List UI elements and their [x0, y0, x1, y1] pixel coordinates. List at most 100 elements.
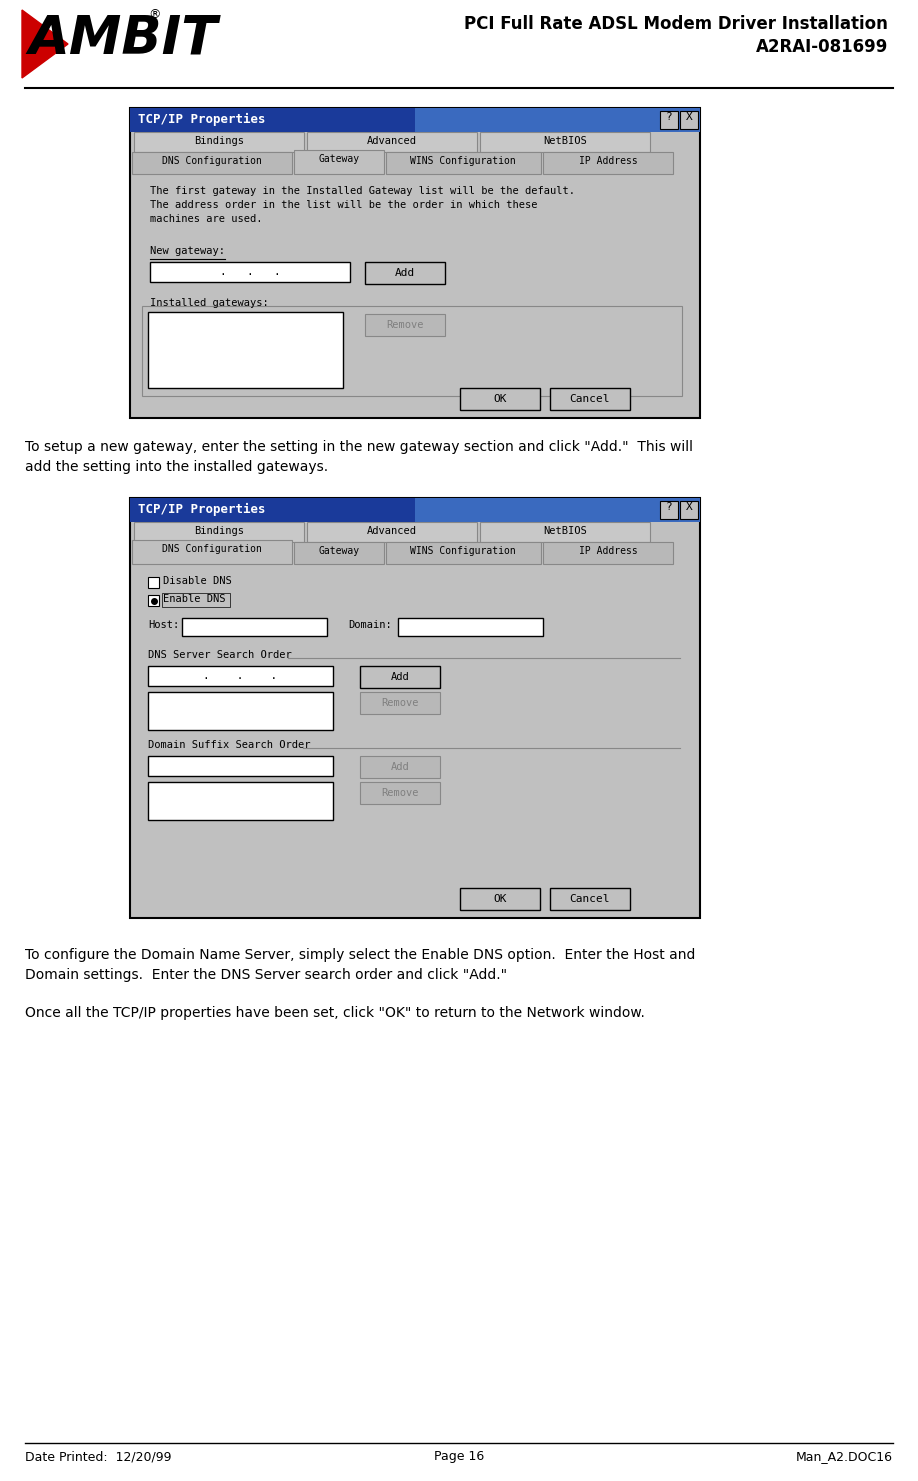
Bar [130, 498, 700, 521]
Text: Gateway: Gateway [319, 154, 360, 164]
Text: Date Printed:  12/20/99: Date Printed: 12/20/99 [25, 1450, 172, 1463]
Bar [130, 498, 700, 918]
Bar [294, 150, 384, 173]
Bar [386, 542, 541, 564]
Text: To setup a new gateway, enter the setting in the new gateway section and click ": To setup a new gateway, enter the settin… [25, 440, 693, 455]
Text: PCI Full Rate ADSL Modem Driver Installation: PCI Full Rate ADSL Modem Driver Installa… [465, 15, 888, 33]
Text: New gateway:: New gateway: [150, 246, 225, 256]
Text: ®: ® [148, 7, 161, 21]
Bar [480, 132, 650, 153]
Text: Man_A2.DOC16: Man_A2.DOC16 [796, 1450, 893, 1463]
Bar [365, 262, 445, 284]
Bar [460, 388, 540, 410]
Bar [150, 262, 350, 281]
Bar [415, 108, 700, 132]
Bar [680, 501, 698, 518]
Bar [398, 618, 543, 635]
Text: OK: OK [493, 895, 507, 903]
Bar [543, 153, 673, 173]
Polygon shape [22, 10, 68, 78]
Text: .    .    .: . . . [203, 671, 277, 681]
Bar [550, 889, 630, 909]
Bar [148, 755, 333, 776]
Bar [162, 592, 230, 607]
Text: ?: ? [666, 113, 672, 121]
Bar [132, 153, 292, 173]
Text: Bindings: Bindings [194, 526, 244, 536]
Text: Disable DNS: Disable DNS [163, 576, 231, 586]
Text: Domain settings.  Enter the DNS Server search order and click "Add.": Domain settings. Enter the DNS Server se… [25, 969, 507, 982]
Text: Cancel: Cancel [570, 394, 610, 404]
Bar [415, 498, 700, 521]
Bar [680, 111, 698, 129]
Text: AMBIT: AMBIT [28, 12, 218, 64]
Text: OK: OK [493, 394, 507, 404]
Text: Add: Add [391, 763, 409, 772]
Bar [134, 132, 304, 153]
Text: Gateway: Gateway [319, 546, 360, 555]
Bar [550, 388, 630, 410]
Text: X: X [686, 502, 692, 512]
Bar [660, 111, 678, 129]
Text: IP Address: IP Address [578, 156, 637, 166]
Text: X: X [686, 113, 692, 121]
Bar [480, 521, 650, 542]
Text: Remove: Remove [381, 788, 419, 798]
Text: machines are used.: machines are used. [150, 213, 263, 224]
Text: The first gateway in the Installed Gateway list will be the default.: The first gateway in the Installed Gatew… [150, 187, 575, 195]
Bar [460, 889, 540, 909]
Text: Add: Add [391, 672, 409, 681]
Bar [148, 666, 333, 686]
Bar [386, 153, 541, 173]
Text: add the setting into the installed gateways.: add the setting into the installed gatew… [25, 461, 328, 474]
Text: Add: Add [395, 268, 415, 278]
Bar [360, 692, 440, 714]
Bar [360, 666, 440, 689]
Bar [360, 755, 440, 778]
Bar [148, 595, 159, 606]
Bar [132, 564, 698, 918]
Text: DNS Configuration: DNS Configuration [162, 156, 262, 166]
Text: NetBIOS: NetBIOS [543, 136, 587, 147]
Bar [148, 692, 333, 730]
Bar [130, 108, 700, 132]
Text: Cancel: Cancel [570, 895, 610, 903]
Text: Installed gateways:: Installed gateways: [150, 298, 269, 308]
Bar [294, 542, 384, 564]
Text: ?: ? [666, 502, 672, 512]
Bar [148, 782, 333, 820]
Text: WINS Configuration: WINS Configuration [410, 546, 516, 555]
Bar [543, 542, 673, 564]
Bar [142, 307, 682, 395]
Text: .   .   .: . . . [219, 267, 280, 277]
Text: DNS Configuration: DNS Configuration [162, 544, 262, 554]
Bar [307, 521, 477, 542]
Text: The address order in the list will be the order in which these: The address order in the list will be th… [150, 200, 538, 210]
Text: NetBIOS: NetBIOS [543, 526, 587, 536]
Bar [148, 312, 343, 388]
Text: Once all the TCP/IP properties have been set, click "OK" to return to the Networ: Once all the TCP/IP properties have been… [25, 1006, 644, 1020]
Bar [132, 173, 698, 418]
Bar [365, 314, 445, 336]
Text: To configure the Domain Name Server, simply select the Enable DNS option.  Enter: To configure the Domain Name Server, sim… [25, 948, 695, 963]
Text: IP Address: IP Address [578, 546, 637, 555]
Text: DNS Server Search Order: DNS Server Search Order [148, 650, 292, 661]
Bar [182, 618, 327, 635]
Text: Advanced: Advanced [367, 526, 417, 536]
Text: Enable DNS: Enable DNS [163, 594, 226, 604]
Text: Bindings: Bindings [194, 136, 244, 147]
Bar [360, 782, 440, 804]
Text: Domain Suffix Search Order: Domain Suffix Search Order [148, 740, 310, 749]
Text: Page 16: Page 16 [434, 1450, 484, 1463]
Bar [660, 501, 678, 518]
Bar [130, 108, 700, 418]
Text: Host:: Host: [148, 621, 179, 629]
Bar [132, 541, 292, 564]
Bar [307, 132, 477, 153]
Text: TCP/IP Properties: TCP/IP Properties [138, 113, 265, 126]
Bar [148, 578, 159, 588]
Text: Advanced: Advanced [367, 136, 417, 147]
Text: A2RAI-081699: A2RAI-081699 [756, 39, 888, 56]
Text: WINS Configuration: WINS Configuration [410, 156, 516, 166]
Text: Remove: Remove [386, 320, 424, 330]
